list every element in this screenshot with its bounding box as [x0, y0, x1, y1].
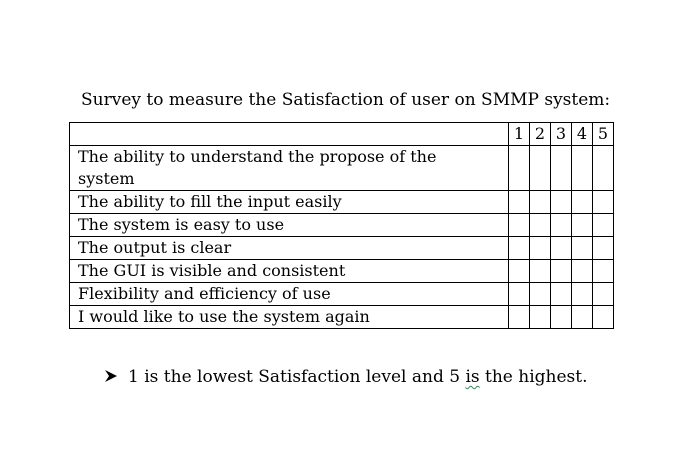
- scale-header-4: 4: [571, 122, 593, 146]
- question-cell: I would like to use the system again: [69, 305, 509, 329]
- rating-cell-1[interactable]: [508, 145, 530, 191]
- rating-cell-2[interactable]: [529, 145, 551, 191]
- rating-cell-4[interactable]: [571, 236, 593, 260]
- question-text: I would like to use the system again: [78, 307, 370, 326]
- arrow-bullet-icon: [104, 367, 118, 389]
- rating-cell-4[interactable]: [571, 305, 593, 329]
- rating-cell-2[interactable]: [529, 259, 551, 283]
- scale-note: 1 is the lowest Satisfaction level and 5…: [104, 366, 588, 389]
- question-row-7: I would like to use the system again: [69, 305, 614, 329]
- question-cell: The output is clear: [69, 236, 509, 260]
- question-cell: Flexibility and efficiency of use: [69, 282, 509, 306]
- rating-cell-5[interactable]: [592, 213, 614, 237]
- scale-header-3: 3: [550, 122, 572, 146]
- question-text: Flexibility and efficiency of use: [78, 284, 331, 303]
- question-row-3: The system is easy to use: [69, 213, 614, 237]
- scale-header-5: 5: [592, 122, 614, 146]
- rating-cell-1[interactable]: [508, 190, 530, 214]
- header-row: 1 2 3 4 5: [69, 122, 614, 146]
- question-text-line-1: The ability to understand the propose of…: [78, 147, 437, 166]
- note-text-after: the highest.: [479, 367, 588, 387]
- rating-cell-5[interactable]: [592, 305, 614, 329]
- rating-cell-2[interactable]: [529, 305, 551, 329]
- note-text-before: 1 is the lowest Satisfaction level and 5: [128, 367, 466, 387]
- question-text: The GUI is visible and consistent: [78, 261, 346, 280]
- rating-cell-4[interactable]: [571, 145, 593, 191]
- question-row-2: The ability to fill the input easily: [69, 190, 614, 214]
- question-row-5: The GUI is visible and consistent: [69, 259, 614, 283]
- rating-cell-4[interactable]: [571, 282, 593, 306]
- question-row-1: The ability to understand the propose of…: [69, 145, 614, 191]
- rating-cell-3[interactable]: [550, 190, 572, 214]
- rating-cell-1[interactable]: [508, 236, 530, 260]
- question-cell: The system is easy to use: [69, 213, 509, 237]
- rating-cell-2[interactable]: [529, 236, 551, 260]
- spellcheck-flagged-word: is: [465, 367, 480, 387]
- question-text: The ability to fill the input easily: [78, 192, 342, 211]
- rating-cell-3[interactable]: [550, 282, 572, 306]
- scale-header-1: 1: [508, 122, 530, 146]
- scale-header-2: 2: [529, 122, 551, 146]
- question-text-line-2: system: [78, 169, 135, 188]
- rating-cell-5[interactable]: [592, 145, 614, 191]
- question-text: The system is easy to use: [78, 215, 285, 234]
- question-row-4: The output is clear: [69, 236, 614, 260]
- rating-cell-3[interactable]: [550, 213, 572, 237]
- rating-cell-2[interactable]: [529, 213, 551, 237]
- question-cell: The ability to fill the input easily: [69, 190, 509, 214]
- rating-cell-2[interactable]: [529, 190, 551, 214]
- rating-cell-5[interactable]: [592, 282, 614, 306]
- question-cell: The GUI is visible and consistent: [69, 259, 509, 283]
- rating-cell-1[interactable]: [508, 259, 530, 283]
- header-question-cell: [69, 122, 509, 146]
- rating-cell-5[interactable]: [592, 236, 614, 260]
- rating-cell-4[interactable]: [571, 190, 593, 214]
- rating-cell-2[interactable]: [529, 282, 551, 306]
- rating-cell-3[interactable]: [550, 259, 572, 283]
- rating-cell-4[interactable]: [571, 259, 593, 283]
- rating-cell-1[interactable]: [508, 213, 530, 237]
- rating-cell-5[interactable]: [592, 190, 614, 214]
- rating-cell-1[interactable]: [508, 282, 530, 306]
- rating-cell-5[interactable]: [592, 259, 614, 283]
- survey-table: 1 2 3 4 5 The ability to understand the …: [69, 122, 614, 329]
- question-cell: The ability to understand the propose of…: [69, 145, 509, 191]
- survey-title: Survey to measure the Satisfaction of us…: [81, 90, 611, 110]
- question-row-6: Flexibility and efficiency of use: [69, 282, 614, 306]
- question-text: The output is clear: [78, 238, 232, 257]
- rating-cell-3[interactable]: [550, 145, 572, 191]
- rating-cell-3[interactable]: [550, 236, 572, 260]
- rating-cell-1[interactable]: [508, 305, 530, 329]
- rating-cell-3[interactable]: [550, 305, 572, 329]
- rating-cell-4[interactable]: [571, 213, 593, 237]
